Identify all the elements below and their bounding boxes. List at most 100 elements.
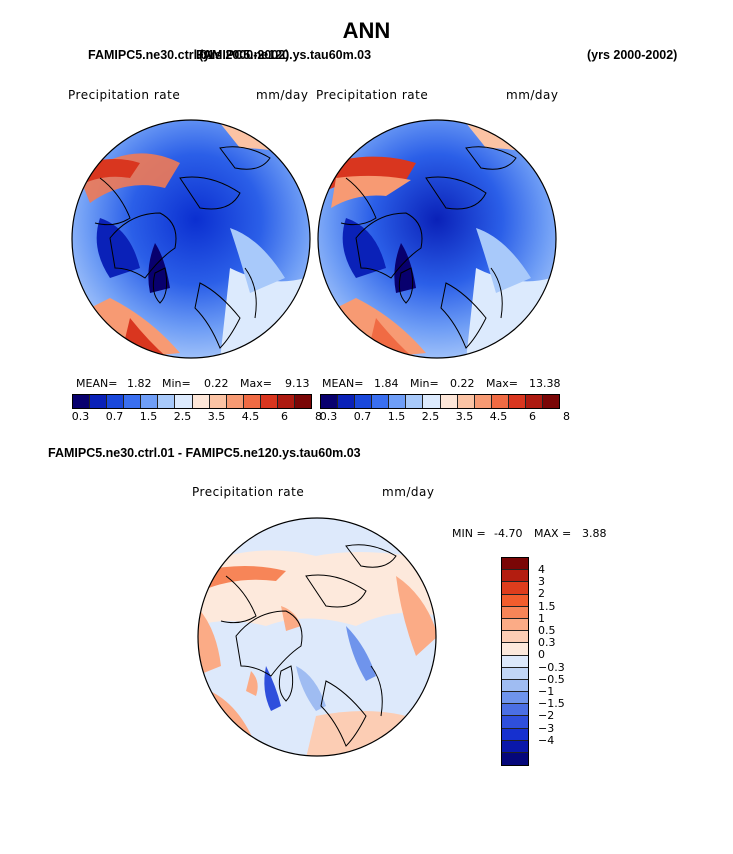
colorbar-swatch: [209, 395, 227, 408]
colorbar-swatch: [158, 395, 176, 408]
colorbar-tick-label: −1.5: [538, 697, 565, 711]
colorbar-swatch: [502, 618, 528, 632]
colorbar-swatch: [525, 395, 544, 408]
panel2-mean-label: MEAN=: [322, 377, 364, 390]
colorbar-swatch: [474, 395, 492, 408]
colorbar-tick-label: 0.7: [105, 410, 124, 423]
map-panel-2: [317, 119, 557, 359]
colorbar-tick-label: 0.5: [538, 624, 556, 637]
colorbar-swatch: [502, 655, 528, 668]
colorbar-tick-label: 8: [315, 410, 322, 423]
colorbar-tick-label: 3: [538, 575, 545, 589]
colorbar-swatch: [226, 395, 244, 408]
colorbar-swatch: [502, 643, 528, 656]
panel1-min-label: Min=: [162, 377, 191, 390]
colorbar-swatch: [440, 395, 458, 408]
colorbar-tick-label: 0: [538, 648, 545, 662]
panel2-max: 13.38: [529, 377, 561, 390]
colorbar-swatch: [502, 716, 528, 729]
diff-units: mm/day: [382, 485, 435, 499]
colorbar-tick-label: 2.5: [173, 410, 192, 423]
colorbar-tick-label: 4.5: [241, 410, 260, 423]
colorbar-difference: [501, 557, 529, 767]
diff-title: FAMIPC5.ne30.ctrl.01 - FAMIPC5.ne120.ys.…: [48, 446, 361, 460]
colorbar-swatch: [295, 395, 312, 408]
colorbar-swatch: [502, 594, 528, 607]
colorbar-swatch: [502, 582, 528, 595]
panel2-min-label: Min=: [410, 377, 439, 390]
colorbar-swatch: [457, 395, 475, 408]
colorbar-tick-label: 3.5: [455, 410, 474, 423]
colorbar-swatch: [491, 395, 509, 408]
case1-years-overlap: (yrs 2000-2002): [199, 48, 290, 62]
colorbar-tick-label: −2: [538, 709, 555, 723]
panel1-variable: Precipitation rate: [68, 88, 181, 102]
colorbar-swatch: [502, 692, 528, 705]
colorbar-swatch: [372, 395, 390, 408]
colorbar-swatch: [502, 728, 528, 741]
case1-header: FAMIPC5.ne30.ctrl.01: [88, 48, 215, 62]
diff-min: -4.70: [494, 527, 523, 540]
colorbar-swatch: [90, 395, 108, 408]
colorbar-tick-label: 4: [538, 563, 545, 576]
map-difference: [197, 517, 437, 757]
panel1-min: 0.22: [204, 377, 229, 390]
colorbar-tick-label: 6: [281, 410, 288, 423]
diff-min-label: MIN =: [452, 527, 486, 540]
colorbar-swatch: [543, 395, 560, 408]
colorbar-swatch: [192, 395, 210, 408]
colorbar-tick-label: 0.7: [353, 410, 372, 423]
diff-max: 3.88: [582, 527, 607, 540]
case2-header: FAMIPC5.ne120.ys.tau60m.03: [196, 48, 372, 62]
diff-max-label: MAX =: [534, 527, 572, 540]
diff-variable: Precipitation rate: [192, 485, 305, 499]
colorbar-tick-label: 4.5: [489, 410, 508, 423]
colorbar-swatch: [243, 395, 261, 408]
panel1-max-label: Max=: [240, 377, 272, 390]
colorbar-swatch: [502, 740, 528, 753]
panel1-max: 9.13: [285, 377, 310, 390]
panel1-units: mm/day: [256, 88, 309, 102]
colorbar-tick-label: 2.5: [421, 410, 440, 423]
colorbar-swatch: [406, 395, 424, 408]
panel2-min: 0.22: [450, 377, 475, 390]
colorbar-swatch: [73, 395, 91, 408]
colorbar-swatch: [338, 395, 356, 408]
panel2-units: mm/day: [506, 88, 559, 102]
colorbar-panel-1: [72, 394, 312, 409]
colorbar-swatch: [502, 753, 528, 766]
colorbar-swatch: [502, 606, 528, 619]
map-panel-1: [71, 119, 311, 359]
colorbar-swatch: [502, 667, 528, 680]
colorbar-tick-label: −3: [538, 721, 555, 735]
colorbar-swatch: [502, 558, 528, 571]
colorbar-swatch: [508, 395, 526, 408]
colorbar-swatch: [175, 395, 193, 408]
panel2-max-label: Max=: [486, 377, 518, 390]
colorbar-swatch: [389, 395, 407, 408]
season-title: ANN: [342, 18, 391, 43]
colorbar-tick-label: 0.3: [71, 410, 90, 423]
colorbar-swatch: [141, 395, 159, 408]
colorbar-swatch: [260, 395, 278, 408]
colorbar-swatch: [423, 395, 441, 408]
colorbar-tick-label: 0.3: [538, 636, 556, 650]
colorbar-tick-label: 8: [563, 410, 570, 423]
colorbar-tick-label: 1: [538, 611, 545, 625]
colorbar-swatch: [277, 395, 296, 408]
colorbar-tick-label: −1: [538, 685, 555, 698]
case2-years: (yrs 2000-2002): [587, 48, 678, 62]
colorbar-swatch: [355, 395, 373, 408]
panel2-variable: Precipitation rate: [316, 88, 429, 102]
colorbar-panel-2: [320, 394, 560, 409]
panel1-mean-label: MEAN=: [76, 377, 118, 390]
colorbar-tick-label: 1.5: [139, 410, 158, 423]
colorbar-swatch: [107, 395, 125, 408]
colorbar-tick-label: −0.5: [538, 672, 565, 686]
colorbar-swatch: [502, 570, 528, 583]
panel1-mean: 1.82: [127, 377, 152, 390]
colorbar-swatch: [124, 395, 142, 408]
colorbar-tick-label: −0.3: [538, 660, 565, 674]
panel2-mean: 1.84: [374, 377, 399, 390]
colorbar-tick-label: 1.5: [538, 599, 556, 613]
